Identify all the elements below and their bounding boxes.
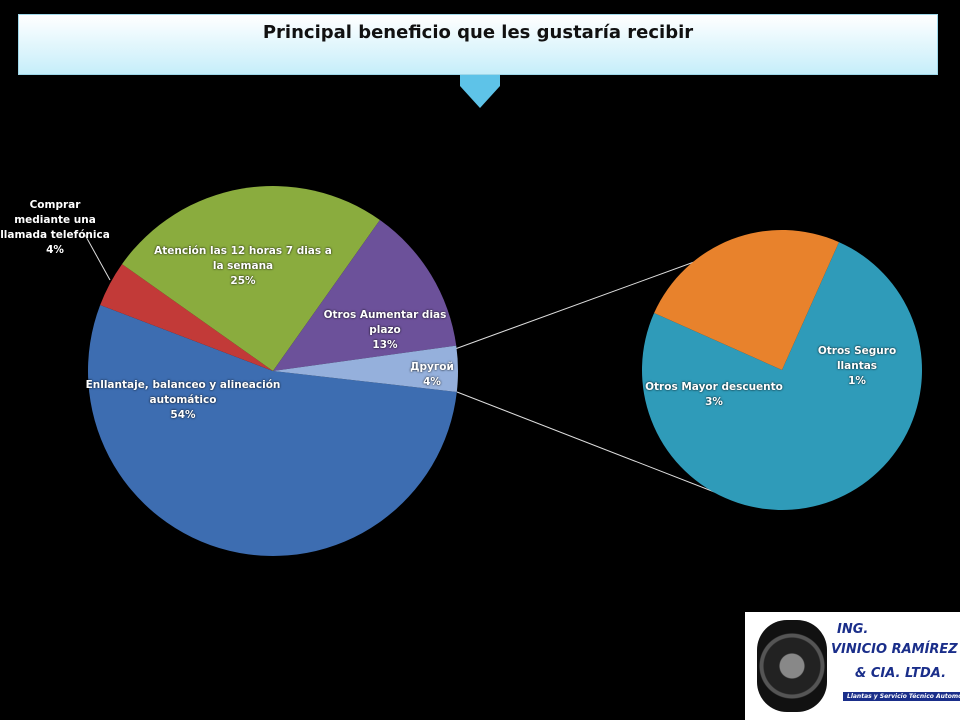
- pie-slice: [100, 264, 273, 371]
- label-name: Другой: [410, 361, 454, 373]
- label-value: 1%: [848, 375, 866, 387]
- logo-text: ING.: [837, 622, 869, 637]
- label-name: Atención las 12 horas 7 dias a la semana: [154, 245, 332, 272]
- arrow: [460, 72, 500, 108]
- label-name: Otros Aumentar dias plazo: [323, 309, 447, 336]
- pie-slice: [641, 242, 922, 510]
- pie-slice: [122, 185, 380, 371]
- label-name: Otros Seguro llantas: [817, 345, 897, 372]
- data-label: Comprar mediante una llamada telefónica 4…: [0, 198, 110, 258]
- chart-title: Principal beneficio que les gustaría rec…: [262, 22, 694, 43]
- title-box: Principal beneficio que les gustaría rec…: [18, 14, 938, 75]
- logo-text: VINICIO RAMÍREZ: [831, 642, 958, 657]
- label-name: Otros Mayor descuento: [645, 381, 783, 393]
- data-label: Otros Aumentar dias plazo 13%: [320, 308, 450, 353]
- label-name: Comprar mediante una llamada telefónica: [0, 199, 110, 241]
- label-value: 4%: [46, 244, 64, 256]
- logo-text: Llantas y Servicio Técnico Automotriz: [843, 692, 960, 701]
- logo-text: & CIA. LTDA.: [855, 666, 947, 681]
- label-value: 4%: [423, 376, 441, 388]
- logo: ING. VINICIO RAMÍREZ & CIA. LTDA. Llanta…: [745, 612, 960, 720]
- logo-tires: [757, 620, 827, 712]
- connector: [454, 257, 706, 350]
- data-label: Enllantaje, balanceo y alineación automá…: [83, 378, 283, 423]
- label-value: 25%: [230, 275, 256, 287]
- connector: [456, 391, 736, 501]
- label-name: Enllantaje, balanceo y alineación automá…: [85, 379, 281, 406]
- pie-slice: [273, 220, 457, 371]
- label-value: 3%: [705, 396, 723, 408]
- data-label: Другой 4%: [402, 360, 462, 390]
- pie-slice: [273, 345, 458, 392]
- pie-slice: [88, 305, 457, 556]
- data-label: Otros Mayor descuento 3%: [634, 380, 794, 410]
- label-value: 13%: [372, 339, 398, 351]
- label-value: 54%: [170, 409, 196, 421]
- data-label: Otros Seguro llantas 1%: [797, 344, 917, 389]
- data-label: Atención las 12 horas 7 dias a la semana…: [148, 244, 338, 289]
- pie-slice: [654, 230, 839, 370]
- leader-line: [83, 232, 111, 281]
